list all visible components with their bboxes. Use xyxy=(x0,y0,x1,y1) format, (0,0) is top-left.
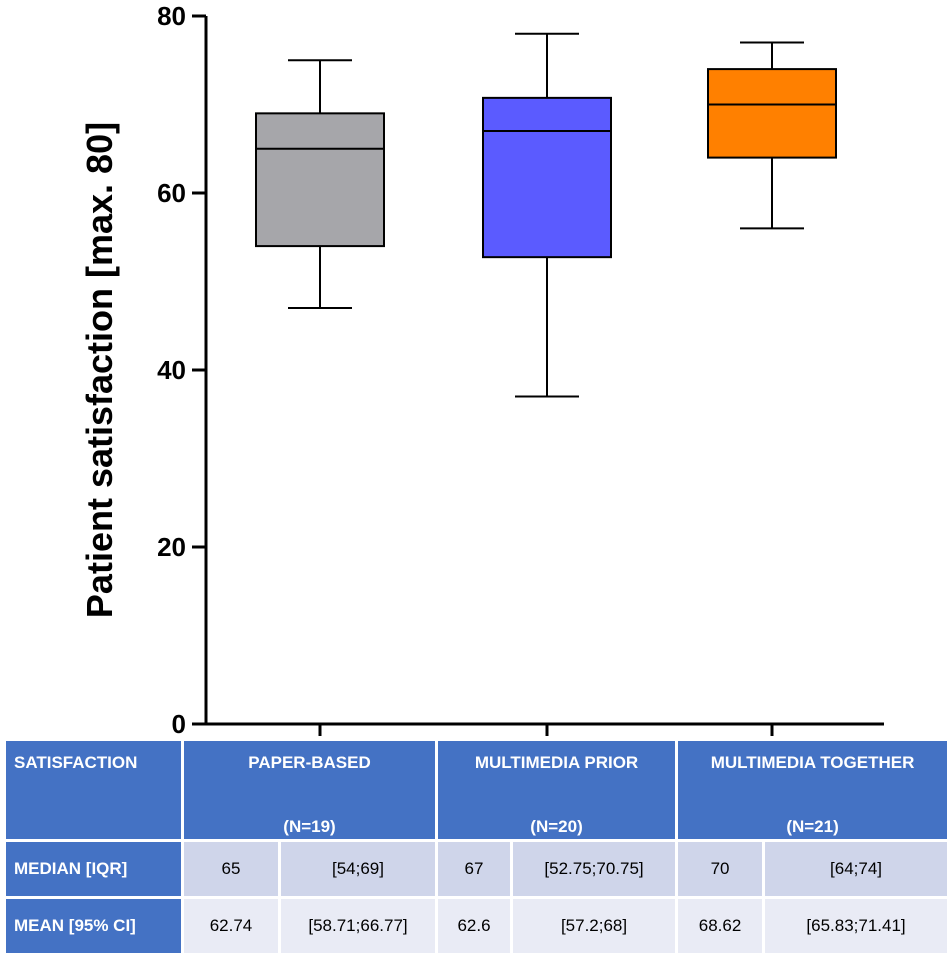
table-header-row: SATISFACTION PAPER-BASED (N=19) MULTIMED… xyxy=(3,737,950,843)
iqr-box xyxy=(707,68,837,159)
table-cell: 65 xyxy=(181,839,281,900)
box-multimedia-together xyxy=(707,41,837,230)
y-tick-label: 80 xyxy=(157,1,186,31)
y-tick-label: 0 xyxy=(172,709,186,739)
table-cell: [57.2;68] xyxy=(510,896,679,956)
table-cell: [65.83;71.41] xyxy=(762,896,950,956)
table-cell: 62.74 xyxy=(181,896,281,956)
table-cell: 68.62 xyxy=(675,896,766,956)
box-multimedia-prior xyxy=(482,32,612,398)
table-cell: 70 xyxy=(675,839,766,900)
boxes xyxy=(255,32,837,398)
iqr-box xyxy=(255,112,385,248)
table-header-multimedia-prior: MULTIMEDIA PRIOR (N=20) xyxy=(435,737,679,843)
table-header-multimedia-together: MULTIMEDIA TOGETHER (N=21) xyxy=(675,737,950,843)
table-cell: 62.6 xyxy=(435,896,514,956)
box-paper-based xyxy=(255,59,385,310)
table-header-paper-based: PAPER-BASED (N=19) xyxy=(180,737,439,843)
table-cell: [52.75;70.75] xyxy=(510,839,679,900)
table-cell: [58.71;66.77] xyxy=(277,896,439,956)
table-cell: [54;69] xyxy=(277,839,439,900)
table-corner-header: SATISFACTION xyxy=(3,737,184,843)
table-cell: 67 xyxy=(435,839,514,900)
y-tick-label: 40 xyxy=(157,355,186,385)
row-label: MEAN [95% CI] xyxy=(3,896,184,956)
row-label: MEDIAN [IQR] xyxy=(3,839,184,900)
table-cell: [64;74] xyxy=(762,839,950,900)
y-axis-label: Patient satisfaction [max. 80] xyxy=(79,122,120,618)
table-row-median: MEDIAN [IQR] 65 [54;69] 67 [52.75;70.75]… xyxy=(3,839,950,900)
y-tick-label: 60 xyxy=(157,178,186,208)
y-axis: 0 20 40 60 80 xyxy=(157,1,208,739)
table-row-mean: MEAN [95% CI] 62.74 [58.71;66.77] 62.6 [… xyxy=(3,896,950,956)
stats-table: SATISFACTION PAPER-BASED (N=19) MULTIMED… xyxy=(3,737,950,956)
y-tick-label: 20 xyxy=(157,532,186,562)
x-axis xyxy=(206,722,884,736)
box-plot-chart: 0 20 40 60 80 Patient satisfaction [max. 80] xyxy=(79,1,884,739)
iqr-box xyxy=(482,96,612,259)
